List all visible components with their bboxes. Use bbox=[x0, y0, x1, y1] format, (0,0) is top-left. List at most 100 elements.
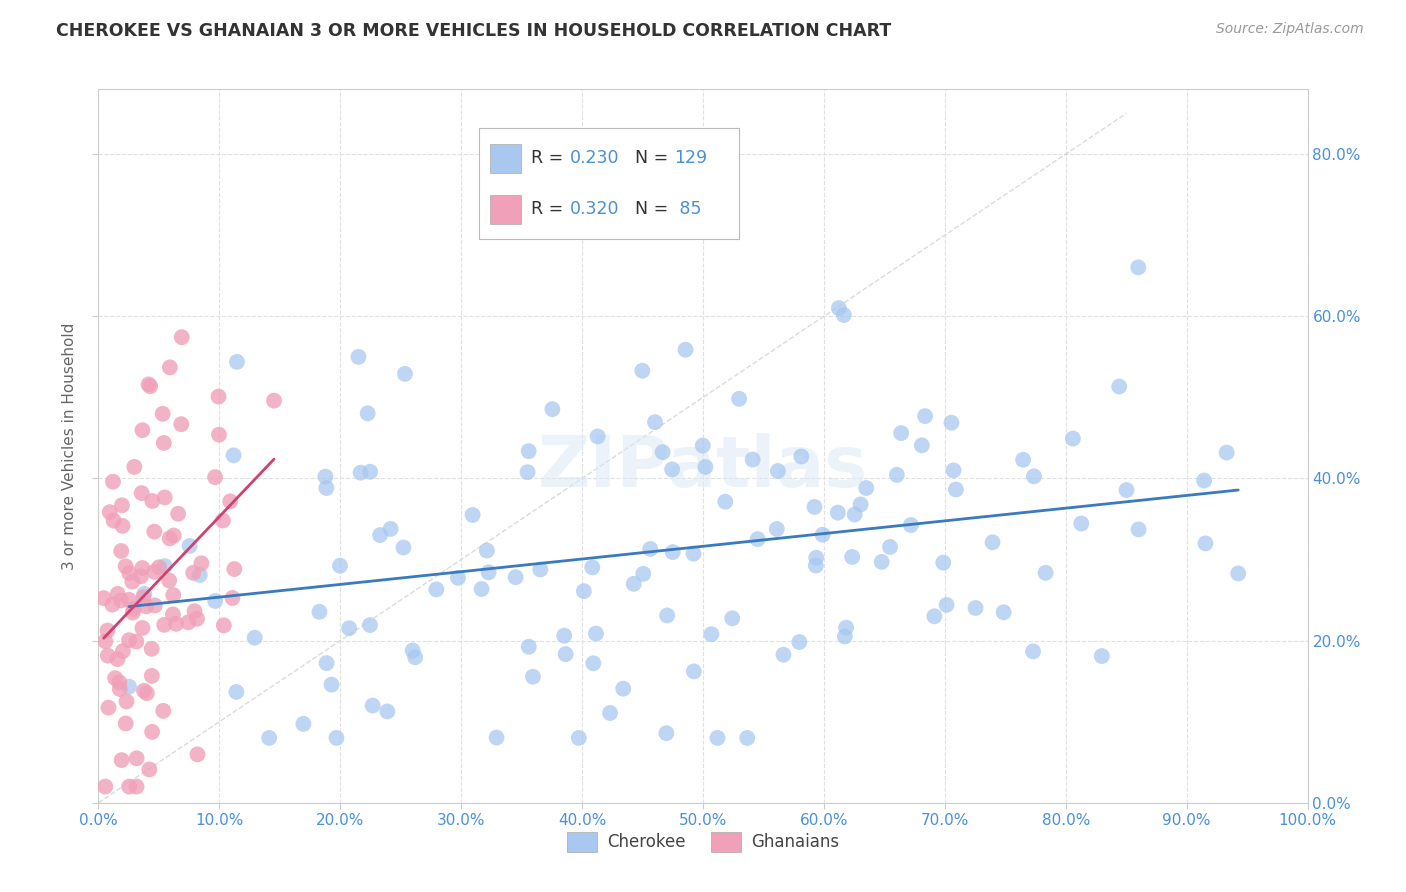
Point bbox=[392, 541, 415, 555]
Point bbox=[325, 731, 347, 745]
Point bbox=[110, 544, 132, 558]
Point bbox=[114, 716, 136, 731]
Point bbox=[1194, 536, 1216, 550]
Point bbox=[993, 605, 1015, 619]
Point bbox=[122, 601, 145, 615]
Point bbox=[747, 532, 769, 546]
Point bbox=[263, 393, 285, 408]
Point bbox=[485, 731, 508, 745]
Point bbox=[243, 631, 266, 645]
Point bbox=[93, 591, 115, 606]
Point bbox=[924, 609, 946, 624]
Point bbox=[224, 562, 246, 576]
Point bbox=[1091, 649, 1114, 664]
Point bbox=[505, 570, 527, 584]
Point bbox=[834, 630, 856, 644]
Point bbox=[404, 650, 426, 665]
Point bbox=[152, 407, 174, 421]
Point bbox=[804, 558, 827, 573]
Point bbox=[162, 588, 184, 602]
Point bbox=[143, 524, 166, 539]
Point bbox=[314, 469, 336, 483]
Point bbox=[212, 514, 235, 528]
Point bbox=[1227, 566, 1250, 581]
Point bbox=[308, 605, 330, 619]
Point bbox=[125, 780, 148, 794]
Point bbox=[1062, 432, 1084, 446]
Point bbox=[121, 574, 143, 589]
Point bbox=[121, 606, 143, 620]
Point bbox=[141, 669, 163, 683]
Point bbox=[529, 562, 551, 576]
Point bbox=[911, 438, 934, 452]
Point bbox=[118, 633, 141, 648]
Point bbox=[97, 700, 120, 714]
Point bbox=[97, 648, 120, 663]
Point bbox=[167, 507, 190, 521]
Point bbox=[359, 465, 381, 479]
Point bbox=[141, 641, 163, 656]
Point bbox=[115, 694, 138, 708]
Point bbox=[148, 560, 170, 574]
Y-axis label: 3 or more Vehicles in Household: 3 or more Vehicles in Household bbox=[62, 322, 77, 570]
Point bbox=[111, 519, 134, 533]
Point bbox=[870, 555, 893, 569]
Point bbox=[208, 427, 231, 442]
Point bbox=[157, 574, 180, 588]
Point bbox=[706, 731, 728, 745]
Point bbox=[900, 518, 922, 533]
Point bbox=[134, 587, 156, 601]
Point bbox=[226, 355, 249, 369]
Point bbox=[1070, 516, 1092, 531]
Point bbox=[110, 593, 132, 607]
Point bbox=[186, 612, 208, 626]
Point bbox=[153, 559, 176, 574]
Point bbox=[329, 558, 352, 573]
Point bbox=[835, 621, 858, 635]
Point bbox=[657, 608, 679, 623]
Point bbox=[612, 681, 634, 696]
Point bbox=[337, 621, 360, 635]
Point bbox=[207, 390, 229, 404]
Point bbox=[981, 535, 1004, 549]
Point bbox=[461, 508, 484, 522]
Point bbox=[841, 549, 863, 564]
Point bbox=[1035, 566, 1057, 580]
Point bbox=[965, 601, 987, 615]
Point bbox=[735, 731, 758, 745]
Point bbox=[849, 498, 872, 512]
Point bbox=[94, 780, 117, 794]
Point bbox=[790, 450, 813, 464]
Point bbox=[447, 571, 470, 585]
Point bbox=[741, 452, 763, 467]
Point bbox=[721, 611, 744, 625]
Point bbox=[118, 592, 141, 607]
Point bbox=[138, 763, 160, 777]
Point bbox=[139, 379, 162, 393]
Point bbox=[135, 686, 157, 700]
Point bbox=[212, 618, 235, 632]
Point bbox=[179, 539, 201, 553]
Point bbox=[661, 545, 683, 559]
Point bbox=[380, 522, 402, 536]
Point bbox=[153, 618, 176, 632]
Point bbox=[125, 751, 148, 765]
Point bbox=[141, 724, 163, 739]
Point bbox=[143, 565, 166, 579]
Point bbox=[190, 557, 212, 571]
Point bbox=[349, 466, 371, 480]
Point bbox=[118, 566, 141, 581]
Point bbox=[221, 591, 243, 605]
Point bbox=[98, 505, 121, 519]
Point bbox=[163, 528, 186, 542]
Point bbox=[890, 426, 912, 441]
Point bbox=[553, 629, 575, 643]
Point bbox=[832, 308, 855, 322]
Point bbox=[361, 698, 384, 713]
Point bbox=[945, 483, 967, 497]
Point bbox=[356, 406, 378, 420]
Point bbox=[101, 475, 124, 489]
Point bbox=[1128, 523, 1150, 537]
Point bbox=[132, 683, 155, 698]
Point bbox=[204, 594, 226, 608]
